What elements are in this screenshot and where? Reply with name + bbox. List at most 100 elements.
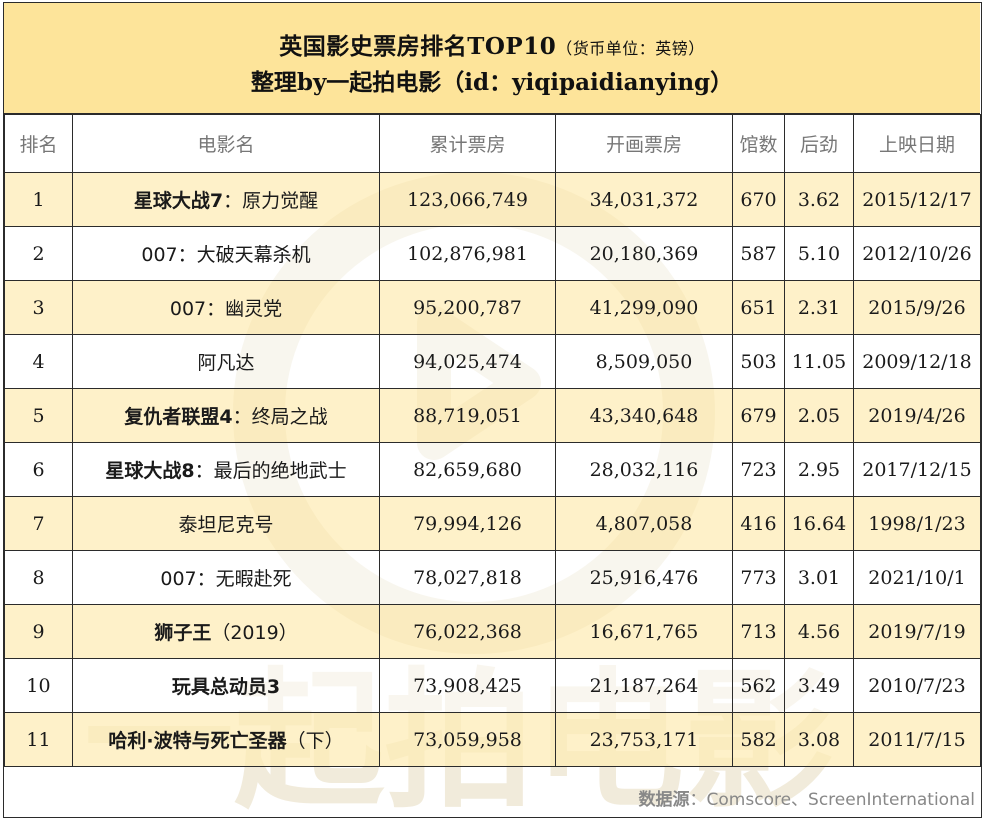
- opening-gross-cell: 43,340,648: [555, 388, 733, 443]
- multiple-cell: 2.05: [784, 388, 854, 443]
- release-date-cell: 2010/7/23: [853, 658, 981, 713]
- total-gross-cell: 123,066,749: [379, 172, 556, 227]
- title-rest-part: （下）: [286, 730, 344, 752]
- multiple-cell: 2.31: [784, 280, 854, 335]
- title-cell: 星球大战8：最后的绝地武士: [72, 442, 380, 497]
- rank-cell: 11: [4, 712, 73, 767]
- total-gross-cell: 82,659,680: [379, 442, 556, 497]
- source-text: ：Comscore、ScreenInternational: [689, 790, 975, 810]
- multiple-cell: 11.05: [784, 334, 854, 389]
- total-gross-cell: 78,027,818: [379, 550, 556, 605]
- header-title: 电影名: [72, 114, 380, 173]
- theaters-cell: 416: [732, 496, 785, 551]
- table-row: 9 狮子王（2019） 76,022,368 16,671,765 713 4.56 201…: [4, 604, 981, 659]
- title-rest-part: （2019）: [211, 622, 298, 644]
- title-rest-part: 阿凡达: [197, 352, 255, 374]
- title-bold-part: 玩具总动员3: [171, 676, 281, 698]
- multiple-cell: 4.56: [784, 604, 854, 659]
- title-banner: 英国影史票房排名TOP10（货币单位：英镑） 整理by一起拍电影（id：yiqi…: [4, 3, 980, 114]
- release-date-cell: 2017/12/15: [853, 442, 981, 497]
- title-cell: 007：幽灵党: [72, 280, 380, 335]
- table-row: 10 玩具总动员3 73,908,425 21,187,264 562 3.49 2010/…: [4, 658, 981, 713]
- opening-gross-cell: 20,180,369: [555, 226, 733, 281]
- multiple-cell: 3.49: [784, 658, 854, 713]
- rank-cell: 4: [4, 334, 73, 389]
- multiple-cell: 3.01: [784, 550, 854, 605]
- opening-gross-cell: 34,031,372: [555, 172, 733, 227]
- title-cell: 玩具总动员3: [72, 658, 380, 713]
- rank-cell: 2: [4, 226, 73, 281]
- footer: 数据源：Comscore、ScreenInternational: [4, 766, 981, 816]
- title-bold-part: 狮子王: [154, 622, 212, 644]
- rank-cell: 7: [4, 496, 73, 551]
- header-rank: 排名: [4, 114, 73, 173]
- release-date-cell: 2012/10/26: [853, 226, 981, 281]
- release-date-cell: 2015/12/17: [853, 172, 981, 227]
- rank-cell: 10: [4, 658, 73, 713]
- total-gross-cell: 88,719,051: [379, 388, 556, 443]
- header-multiple: 后劲: [784, 114, 854, 173]
- title-rest-part: ：终局之战: [232, 406, 328, 428]
- title-rest-part: ：最后的绝地武士: [194, 460, 347, 482]
- table-header-row: 排名 电影名 累计票房 开画票房 馆数 后劲 上映日期: [4, 114, 981, 173]
- table-row: 3 007：幽灵党 95,200,787 41,299,090 651 2.31 2015/…: [4, 280, 981, 335]
- release-date-cell: 2021/10/1: [853, 550, 981, 605]
- title-cell: 007：无暇赴死: [72, 550, 380, 605]
- rank-cell: 5: [4, 388, 73, 443]
- title-cell: 阿凡达: [72, 334, 380, 389]
- table-row: 4 阿凡达 94,025,474 8,509,050 503 11.05 2009/12/1…: [4, 334, 981, 389]
- total-gross-cell: 73,908,425: [379, 658, 556, 713]
- multiple-cell: 3.08: [784, 712, 854, 767]
- title-cell: 复仇者联盟4：终局之战: [72, 388, 380, 443]
- total-gross-cell: 79,994,126: [379, 496, 556, 551]
- header-opening-gross: 开画票房: [555, 114, 733, 173]
- release-date-cell: 2019/7/19: [853, 604, 981, 659]
- table-row: 7 泰坦尼克号 79,994,126 4,807,058 416 16.64 1998/1/…: [4, 496, 981, 551]
- theaters-cell: 773: [732, 550, 785, 605]
- release-date-cell: 2015/9/26: [853, 280, 981, 335]
- theaters-cell: 587: [732, 226, 785, 281]
- multiple-cell: 2.95: [784, 442, 854, 497]
- total-gross-cell: 102,876,981: [379, 226, 556, 281]
- opening-gross-cell: 21,187,264: [555, 658, 733, 713]
- opening-gross-cell: 28,032,116: [555, 442, 733, 497]
- theaters-cell: 723: [732, 442, 785, 497]
- table-row: 8 007：无暇赴死 78,027,818 25,916,476 773 3.01 2021…: [4, 550, 981, 605]
- title-cell: 泰坦尼克号: [72, 496, 380, 551]
- theaters-cell: 713: [732, 604, 785, 659]
- title-cell: 狮子王（2019）: [72, 604, 380, 659]
- table-row: 11 哈利·波特与死亡圣器（下） 73,059,958 23,753,171 582 3.…: [4, 712, 981, 767]
- opening-gross-cell: 16,671,765: [555, 604, 733, 659]
- page-title: 英国影史票房排名TOP10（货币单位：英镑）: [4, 27, 980, 61]
- source-label: 数据源: [638, 790, 690, 810]
- header-total-gross: 累计票房: [379, 114, 556, 173]
- title-bold-part: 复仇者联盟4: [124, 406, 233, 428]
- rank-cell: 3: [4, 280, 73, 335]
- release-date-cell: 1998/1/23: [853, 496, 981, 551]
- opening-gross-cell: 4,807,058: [555, 496, 733, 551]
- release-date-cell: 2009/12/18: [853, 334, 981, 389]
- multiple-cell: 3.62: [784, 172, 854, 227]
- title-cell: 哈利·波特与死亡圣器（下）: [72, 712, 380, 767]
- theaters-cell: 670: [732, 172, 785, 227]
- theaters-cell: 651: [732, 280, 785, 335]
- header-release-date: 上映日期: [853, 114, 981, 173]
- ranking-sheet: 一起拍电影 英国影史票房排名TOP10（货币单位：英镑） 整理by一起拍电影（i…: [3, 2, 982, 818]
- total-gross-cell: 95,200,787: [379, 280, 556, 335]
- title-main: 英国影史票房排名TOP10: [279, 33, 557, 60]
- title-rest-part: ：原力觉醒: [223, 190, 319, 212]
- rank-cell: 9: [4, 604, 73, 659]
- opening-gross-cell: 23,753,171: [555, 712, 733, 767]
- multiple-cell: 16.64: [784, 496, 854, 551]
- title-bold-part: 哈利·波特与死亡圣器: [108, 730, 287, 752]
- table-row: 1 星球大战7：原力觉醒 123,066,749 34,031,372 670 3.62 2…: [4, 172, 981, 227]
- table-row: 5 复仇者联盟4：终局之战 88,719,051 43,340,648 679 2.05 2…: [4, 388, 981, 443]
- table-row: 2 007：大破天幕杀机 102,876,981 20,180,369 587 5.10 2…: [4, 226, 981, 281]
- title-bold-part: 星球大战8: [105, 460, 195, 482]
- title-cell: 007：大破天幕杀机: [72, 226, 380, 281]
- box-office-table: 排名 电影名 累计票房 开画票房 馆数 后劲 上映日期 1 星球大战7：原力觉醒 1…: [4, 114, 981, 767]
- rank-cell: 6: [4, 442, 73, 497]
- title-unit: （货币单位：英镑）: [556, 39, 705, 58]
- header-theaters: 馆数: [732, 114, 785, 173]
- theaters-cell: 562: [732, 658, 785, 713]
